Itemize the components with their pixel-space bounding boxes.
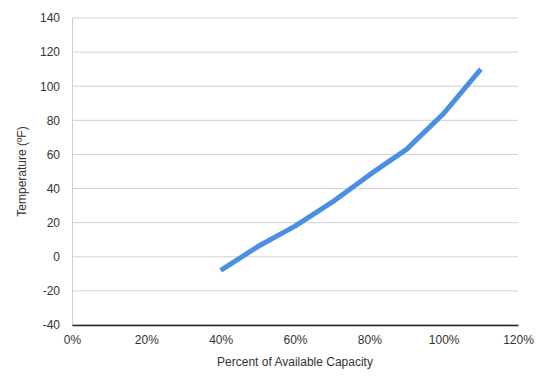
tick: 120% xyxy=(503,325,534,347)
y-axis: -40 -20 0 20 40 60 80 100 120 140 xyxy=(40,11,73,332)
tick-label: 60% xyxy=(283,333,307,347)
tick-label: 100 xyxy=(40,80,60,94)
tick: 100 xyxy=(40,80,72,94)
grid-line xyxy=(72,188,518,189)
tick-label: 60 xyxy=(47,148,61,162)
tick-label: -20 xyxy=(43,284,61,298)
grid-line xyxy=(72,325,518,326)
tick: 80 xyxy=(47,114,72,128)
grid-line xyxy=(72,18,518,19)
tick: 80% xyxy=(358,325,382,347)
tick: 60% xyxy=(283,325,307,347)
grid-line xyxy=(72,86,518,87)
plot: -40 -20 0 20 40 60 80 100 120 140 0% 20% 40% 60% 80% 10… xyxy=(40,11,534,346)
tick-label: 20% xyxy=(135,333,159,347)
grid-line xyxy=(72,256,518,257)
tick-label: 40% xyxy=(209,333,233,347)
grid-line xyxy=(72,120,518,121)
y-axis-title: Temperature (ºF) xyxy=(15,126,29,216)
tick: -40 xyxy=(43,318,72,332)
x-axis-title: Percent of Available Capacity xyxy=(217,355,373,369)
tick: 0% xyxy=(64,325,82,347)
tick-label: 140 xyxy=(40,11,60,25)
tick-label: 0 xyxy=(53,250,60,264)
grid xyxy=(72,18,518,325)
tick-label: 0% xyxy=(64,333,82,347)
tick-label: 20 xyxy=(47,216,61,230)
tick-label: 120% xyxy=(503,333,534,347)
grid-line xyxy=(72,154,518,155)
tick-label: 40 xyxy=(47,182,61,196)
tick: 20% xyxy=(135,325,159,347)
axis-line xyxy=(72,19,73,326)
x-axis: 0% 20% 40% 60% 80% 100% 120% xyxy=(64,325,534,347)
chart: -40 -20 0 20 40 60 80 100 120 140 0% 20% 40% 60% 80% 10… xyxy=(0,0,555,380)
tick: 0 xyxy=(53,250,72,264)
tick-label: 100% xyxy=(429,333,460,347)
tick: 140 xyxy=(40,11,72,25)
tick: 60 xyxy=(47,148,72,162)
axis-line xyxy=(73,325,519,327)
tick: -20 xyxy=(43,284,72,298)
tick: 100% xyxy=(429,325,460,347)
tick: 40% xyxy=(209,325,233,347)
line xyxy=(221,69,481,270)
tick-label: 120 xyxy=(40,45,60,59)
tick-label: 80% xyxy=(358,333,382,347)
series xyxy=(221,69,481,270)
tick: 40 xyxy=(47,182,72,196)
tick-label: 80 xyxy=(47,114,61,128)
tick-label: -40 xyxy=(43,318,61,332)
tick: 20 xyxy=(47,216,72,230)
grid-line xyxy=(72,290,518,291)
grid-line xyxy=(72,52,518,53)
grid-line xyxy=(72,222,518,223)
tick: 120 xyxy=(40,45,72,59)
